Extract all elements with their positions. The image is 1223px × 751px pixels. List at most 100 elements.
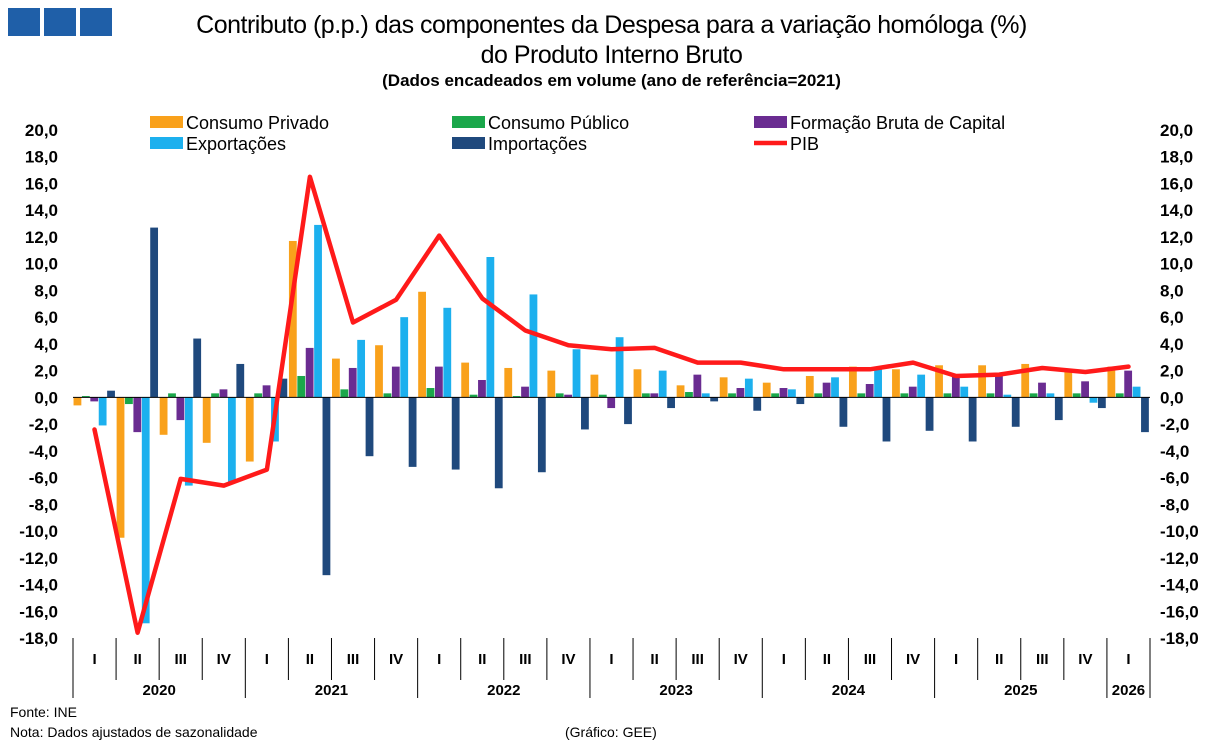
bar-exportações xyxy=(658,370,667,398)
y-tick-label-right: 0,0 xyxy=(1160,388,1184,407)
logo-block xyxy=(8,8,40,36)
y-tick-label-left: 14,0 xyxy=(25,201,58,220)
legend-label-exportações: Exportações xyxy=(186,134,286,154)
bar-exportações xyxy=(744,378,753,398)
bar-importações xyxy=(710,397,719,402)
bar-exportações xyxy=(227,397,236,483)
bar-consumo-privado xyxy=(418,291,426,398)
y-tick-label-right: -16,0 xyxy=(1160,602,1199,621)
bar-consumo-privado xyxy=(159,397,168,435)
bar-consumo-privado xyxy=(762,382,771,398)
bar-consumo-privado xyxy=(719,377,728,398)
y-tick-label-right: 6,0 xyxy=(1160,308,1184,327)
bar-formação-bruta-de-capital xyxy=(176,397,185,421)
bar-consumo-privado xyxy=(73,397,82,406)
source-note: Fonte: INE xyxy=(10,704,77,720)
year-label: 2022 xyxy=(487,682,520,699)
x-tick-label: III xyxy=(1036,651,1049,668)
y-tick-label-right: -2,0 xyxy=(1160,415,1189,434)
bar-consumo-público xyxy=(814,393,823,398)
bar-formação-bruta-de-capital xyxy=(1124,370,1133,398)
bar-exportações xyxy=(529,294,538,398)
x-tick-label: IV xyxy=(906,651,920,668)
y-tick-label-right: 16,0 xyxy=(1160,174,1193,193)
bar-consumo-público xyxy=(555,393,564,398)
legend-swatch-consumo-público xyxy=(452,116,485,128)
x-tick-label: IV xyxy=(561,651,575,668)
bar-consumo-público xyxy=(1115,393,1124,398)
x-tick-label: III xyxy=(347,651,360,668)
bar-consumo-privado xyxy=(1107,366,1116,398)
bar-consumo-privado xyxy=(461,362,470,398)
bar-importações xyxy=(107,390,115,398)
x-tick-label: I xyxy=(782,651,786,668)
y-tick-label-left: 10,0 xyxy=(25,255,58,274)
logo xyxy=(8,8,112,36)
bar-formação-bruta-de-capital xyxy=(736,388,745,398)
y-tick-label-right: -18,0 xyxy=(1160,629,1199,648)
seasonal-note: Nota: Dados ajustados de sazonalidade xyxy=(10,724,258,740)
x-tick-label: I xyxy=(437,651,441,668)
year-label: 2023 xyxy=(659,682,692,699)
y-tick-label-left: 6,0 xyxy=(34,308,58,327)
bar-consumo-público xyxy=(469,394,478,398)
bar-exportações xyxy=(960,386,969,398)
y-tick-label-right: -6,0 xyxy=(1160,469,1189,488)
bar-importações xyxy=(365,397,374,457)
legend-label-pib: PIB xyxy=(790,134,819,154)
bar-consumo-público xyxy=(1029,393,1038,398)
legend-swatch-formação-bruta-de-capital xyxy=(754,116,787,128)
bar-importações xyxy=(581,397,589,430)
bar-importações xyxy=(451,397,460,470)
bar-consumo-privado xyxy=(288,240,297,398)
bar-formação-bruta-de-capital xyxy=(650,393,659,398)
bar-consumo-privado xyxy=(978,365,987,398)
bar-exportações xyxy=(831,377,839,398)
bar-importações xyxy=(839,397,848,427)
bar-consumo-público xyxy=(81,396,90,398)
x-tick-label: II xyxy=(995,651,1003,668)
bar-importações xyxy=(1054,397,1063,421)
gdp-line xyxy=(92,174,1131,635)
y-tick-label-left: 4,0 xyxy=(34,335,58,354)
x-tick-label: I xyxy=(265,651,269,668)
y-tick-label-left: -6,0 xyxy=(29,469,58,488)
bar-consumo-privado xyxy=(245,397,254,462)
legend-label-formação-bruta-de-capital: Formação Bruta de Capital xyxy=(790,113,1005,133)
bar-consumo-público xyxy=(728,393,736,398)
y-tick-label-left: 8,0 xyxy=(34,281,58,300)
bar-consumo-público xyxy=(297,375,306,398)
bar-exportações xyxy=(615,337,624,398)
bar-importações xyxy=(150,227,159,398)
bar-importações xyxy=(1141,397,1149,433)
bar-formação-bruta-de-capital xyxy=(90,397,99,402)
year-label: 2020 xyxy=(142,682,175,699)
bar-consumo-privado xyxy=(375,345,383,398)
bar-formação-bruta-de-capital xyxy=(822,382,831,398)
bar-formação-bruta-de-capital xyxy=(521,386,529,398)
legend-label-importações: Importações xyxy=(488,134,587,154)
bar-exportações xyxy=(1003,394,1012,398)
y-tick-label-right: -10,0 xyxy=(1160,522,1199,541)
bar-importações xyxy=(1097,397,1106,409)
bar-exportações xyxy=(1089,397,1098,403)
y-tick-label-left: -8,0 xyxy=(29,495,58,514)
bar-consumo-público xyxy=(986,393,995,398)
y-tick-label-left: 0,0 xyxy=(34,388,58,407)
year-label: 2025 xyxy=(1004,682,1037,699)
y-tick-label-left: -2,0 xyxy=(29,415,58,434)
bar-formação-bruta-de-capital xyxy=(1038,382,1046,398)
y-tick-label-right: 4,0 xyxy=(1160,335,1184,354)
bar-formação-bruta-de-capital xyxy=(305,347,314,398)
x-tick-label: I xyxy=(954,651,958,668)
y-tick-label-left: -10,0 xyxy=(19,522,58,541)
y-tick-label-right: 10,0 xyxy=(1160,255,1193,274)
legend-label-consumo-privado: Consumo Privado xyxy=(186,113,329,133)
bar-consumo-público xyxy=(168,393,176,398)
bar-formação-bruta-de-capital xyxy=(995,375,1003,398)
bar-consumo-público xyxy=(598,394,607,398)
x-tick-label: IV xyxy=(217,651,231,668)
x-tick-label: IV xyxy=(389,651,403,668)
y-tick-label-right: -14,0 xyxy=(1160,576,1199,595)
